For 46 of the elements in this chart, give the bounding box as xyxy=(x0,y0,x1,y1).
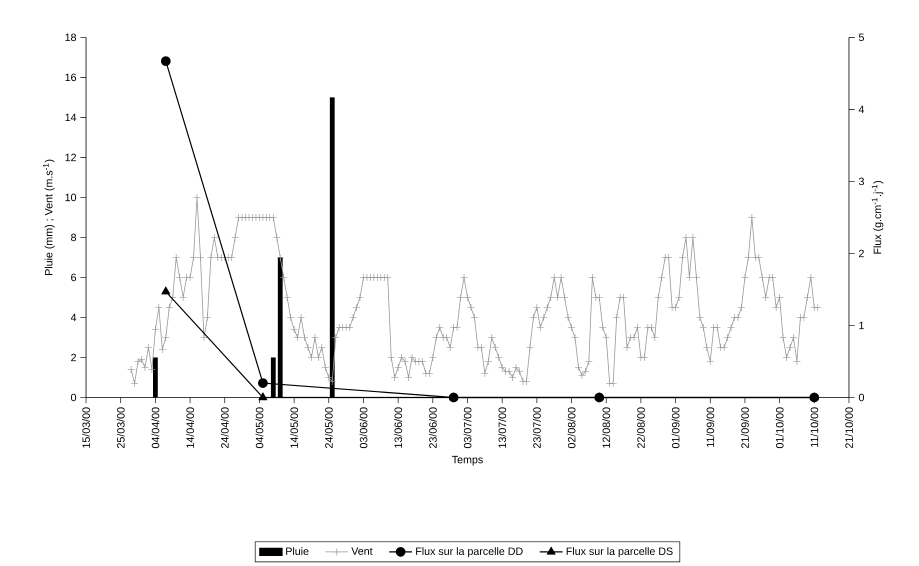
x-axis-title: Temps xyxy=(452,456,483,466)
y-tick-label: 4 xyxy=(70,314,76,322)
legend-label: Flux sur la parcelle DS xyxy=(566,547,673,558)
y-tick-label: 8 xyxy=(71,234,76,242)
y2-tick-label: 3 xyxy=(858,178,864,186)
x-tick-label: 23/06/00 xyxy=(428,408,437,448)
x-tick-label: 25/03/00 xyxy=(116,408,125,448)
y-tick-label: 12 xyxy=(65,154,76,162)
x-tick-label: 13/07/00 xyxy=(498,408,506,448)
y2-tick-label: 5 xyxy=(858,34,864,42)
y2-tick-label: 0 xyxy=(858,394,864,402)
y-tick-label: 2 xyxy=(71,354,76,362)
y-tick-label: 14 xyxy=(65,114,76,122)
x-tick-label: 22/08/00 xyxy=(636,408,645,448)
y-tick-label: 10 xyxy=(65,194,76,202)
x-tick-label: 04/05/00 xyxy=(256,408,264,448)
legend-label: Pluie xyxy=(286,547,309,556)
x-tick-label: 14/04/00 xyxy=(186,408,194,448)
x-tick-label: 21/10/00 xyxy=(845,408,853,448)
x-tick-label: 13/06/00 xyxy=(394,408,402,448)
y2-tick-label: 1 xyxy=(859,322,864,330)
x-tick-label: 01/09/00 xyxy=(672,408,680,448)
y-tick-label: 0 xyxy=(71,394,76,402)
x-tick-label: 21/09/00 xyxy=(741,408,749,448)
x-tick-label: 03/06/00 xyxy=(360,408,368,448)
x-tick-label: 01/10/00 xyxy=(776,408,784,448)
x-tick-label: 02/08/00 xyxy=(568,408,576,448)
x-tick-label: 14/05/00 xyxy=(290,408,298,448)
x-tick-label: 11/09/00 xyxy=(706,408,714,448)
y2-tick-label: 4 xyxy=(858,106,864,114)
y-tick-label: 16 xyxy=(65,74,76,82)
y2-tick-label: 2 xyxy=(859,250,864,258)
x-tick-label: 24/05/00 xyxy=(324,408,333,448)
x-tick-label: 23/07/00 xyxy=(532,408,541,448)
y-tick-label: 18 xyxy=(65,34,76,42)
x-tick-label: 04/04/00 xyxy=(151,408,160,448)
x-tick-label: 15/03/00 xyxy=(82,408,90,448)
x-tick-label: 12/08/00 xyxy=(602,408,610,448)
legend-label: Vent xyxy=(351,548,373,556)
legend-label: Flux sur la parcelle DD xyxy=(416,547,523,558)
x-tick-label: 03/07/00 xyxy=(464,408,472,448)
y-tick-label: 6 xyxy=(71,274,76,282)
x-tick-label: 11/10/00 xyxy=(810,408,818,448)
y-axis-title: Pluie (mm) ; Vent (m.s$^{-1}$) xyxy=(43,160,55,276)
y2-axis-title: Flux (g.cm$^{-1}$.j$^{-1}$) xyxy=(872,181,884,254)
x-tick-label: 24/04/00 xyxy=(220,408,229,448)
